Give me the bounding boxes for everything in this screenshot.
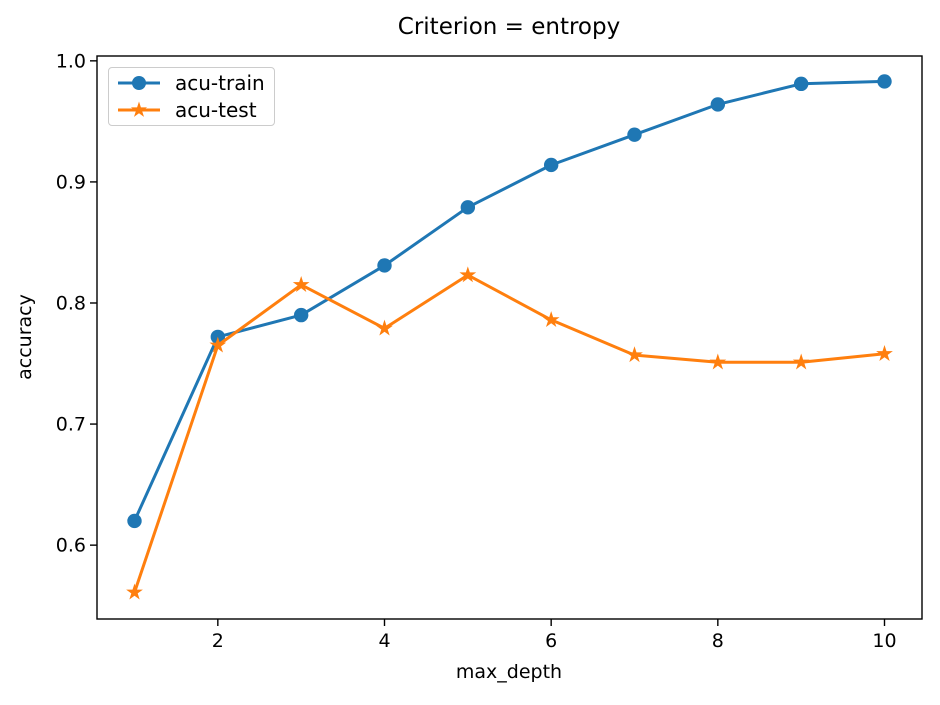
marker-acu-test [459,266,477,283]
axes-spines [96,55,923,620]
y-tick-label: 0.7 [56,414,86,436]
marker-acu-train [543,157,559,173]
x-axis-label: max_depth [455,661,563,683]
marker-acu-test [542,311,560,328]
series-line-acu-test [133,273,886,594]
marker-acu-train [877,74,892,89]
y-tick-label: 0.8 [56,292,86,314]
marker-acu-test [126,583,143,600]
legend-line-circle-swatch [118,76,160,91]
marker-acu-train [627,127,642,142]
marker-acu-train [293,307,309,323]
y-tick-label: 1.0 [56,50,86,72]
y-tick-label: 0.9 [56,171,86,193]
marker-acu-test [376,319,393,336]
marker-acu-test [626,346,643,363]
legend-label: acu-train [175,71,265,96]
marker-acu-train [710,97,726,112]
marker-acu-test [876,345,893,361]
x-tick-label: 8 [712,630,724,652]
x-tick-label: 4 [378,630,390,652]
legend-item-acu-test: acu-test [116,97,266,123]
x-tick-label: 6 [545,630,557,652]
marker-acu-train [793,76,809,92]
chart-title: Criterion = entropy [397,14,621,40]
legend-item-acu-train: acu-train [116,70,266,96]
marker-acu-train [377,258,392,273]
legend-label: acu-test [175,97,257,122]
series-line-acu-train [133,79,886,523]
x-tick-label: 10 [872,630,896,652]
marker-acu-test [709,353,727,370]
y-axis-label: accuracy [14,294,36,380]
marker-acu-test [209,336,227,353]
marker-acu-train [460,200,476,215]
marker-acu-test [292,276,310,292]
marker-acu-train [127,513,142,529]
legend: acu-train acu-test [108,67,275,126]
x-tick-label: 2 [212,630,224,652]
marker-acu-test [792,353,810,370]
legend-line-star-swatch [118,101,160,117]
y-tick-label: 0.6 [56,535,86,557]
